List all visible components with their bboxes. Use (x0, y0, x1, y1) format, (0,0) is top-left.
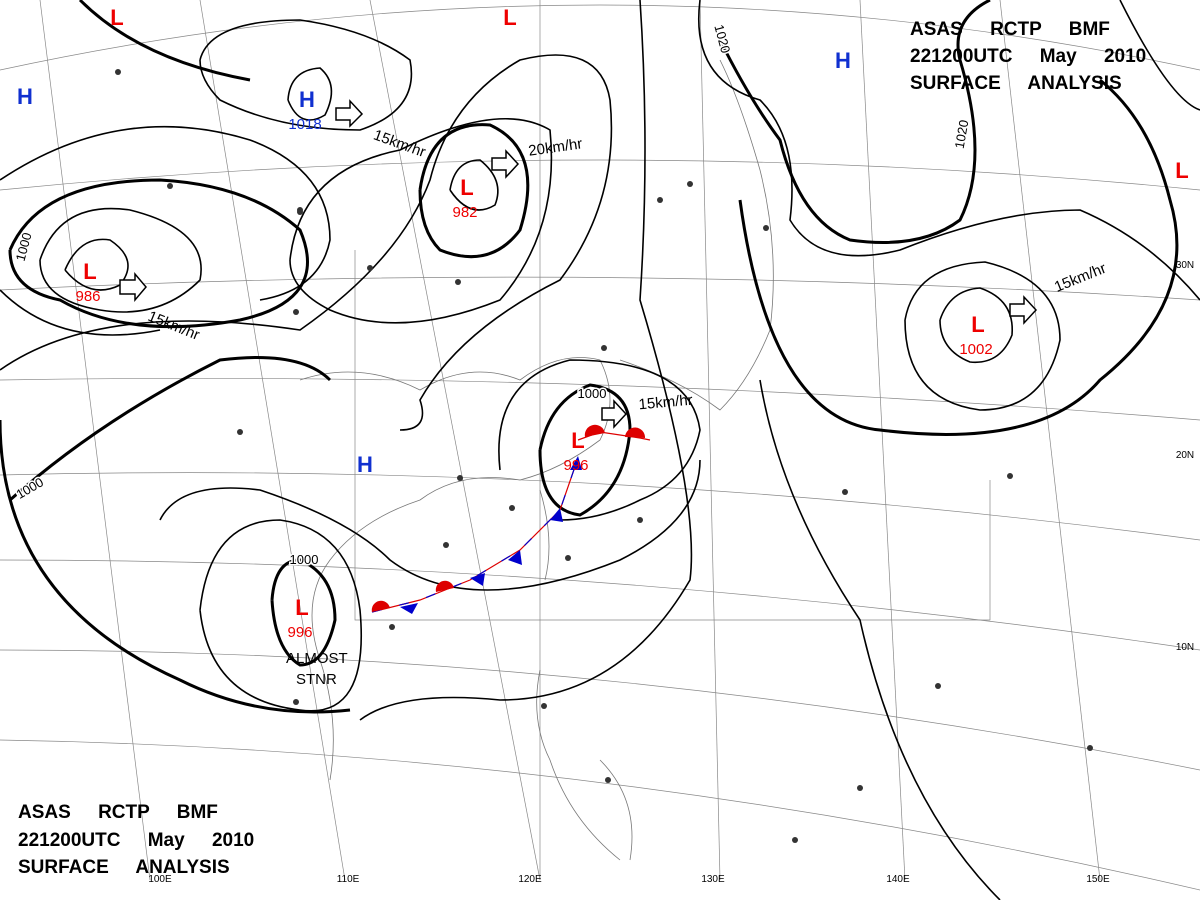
labels: ASAS RCTP BMF 221200UTC May 2010 SURFACE… (18, 19, 1146, 878)
longitude-label: 100E (148, 874, 172, 885)
pressure-value: 996 (563, 457, 588, 474)
pressure-center: L (110, 5, 123, 30)
pressure-value: 982 (452, 204, 477, 221)
isobar-label: 1000 (290, 552, 319, 567)
pressure-value: 1018 (288, 116, 321, 133)
isobar-label: 1000 (578, 386, 607, 401)
pressure-center: H (17, 84, 33, 109)
pressure-value: 986 (75, 288, 100, 305)
isobar-label: 1020 (952, 119, 972, 150)
isobar-label: 1000 (13, 474, 46, 501)
footer-line: SURFACE ANALYSIS (18, 857, 230, 878)
fronts (371, 424, 651, 614)
header-line: ASAS RCTP BMF (910, 19, 1110, 40)
pressure-center: L (503, 5, 516, 30)
pressure-center: H (299, 87, 315, 112)
note: ALMOST (286, 650, 348, 667)
note: STNR (296, 671, 337, 688)
pressure-center: L (1175, 158, 1188, 183)
pressure-center: H (835, 48, 851, 73)
header-line: 221200UTC May 2010 (910, 46, 1146, 67)
station-plots (115, 69, 1093, 843)
coastlines (299, 59, 774, 861)
pressure-value: 996 (287, 624, 312, 641)
latitude-label: 30N (1176, 260, 1194, 271)
footer-line: 221200UTC May 2010 (18, 830, 254, 851)
motion-label: 20km/hr (527, 135, 583, 159)
motion-label: 15km/hr (145, 308, 202, 344)
header-line: SURFACE ANALYSIS (910, 73, 1122, 94)
footer-line: ASAS RCTP BMF (18, 802, 218, 823)
latitude-label: 10N (1176, 642, 1194, 653)
pressure-center: L (971, 312, 984, 337)
motion-label: 15km/hr (638, 392, 693, 414)
isobar-label: 1020 (711, 23, 733, 55)
longitude-label: 130E (701, 874, 725, 885)
longitude-label: 120E (518, 874, 542, 885)
pressure-center: L (295, 595, 308, 620)
pressure-center: L (83, 259, 96, 284)
longitude-label: 140E (886, 874, 910, 885)
pressure-center: H (357, 452, 373, 477)
motion-label: 15km/hr (1052, 260, 1109, 296)
pressure-center: L (571, 428, 584, 453)
latitude-label: 20N (1176, 450, 1194, 461)
motion-arrows (119, 99, 1038, 429)
longitude-label: 150E (1086, 874, 1110, 885)
pressure-value: 1002 (959, 341, 992, 358)
longitude-label: 110E (337, 874, 360, 885)
pressure-center: L (460, 175, 473, 200)
